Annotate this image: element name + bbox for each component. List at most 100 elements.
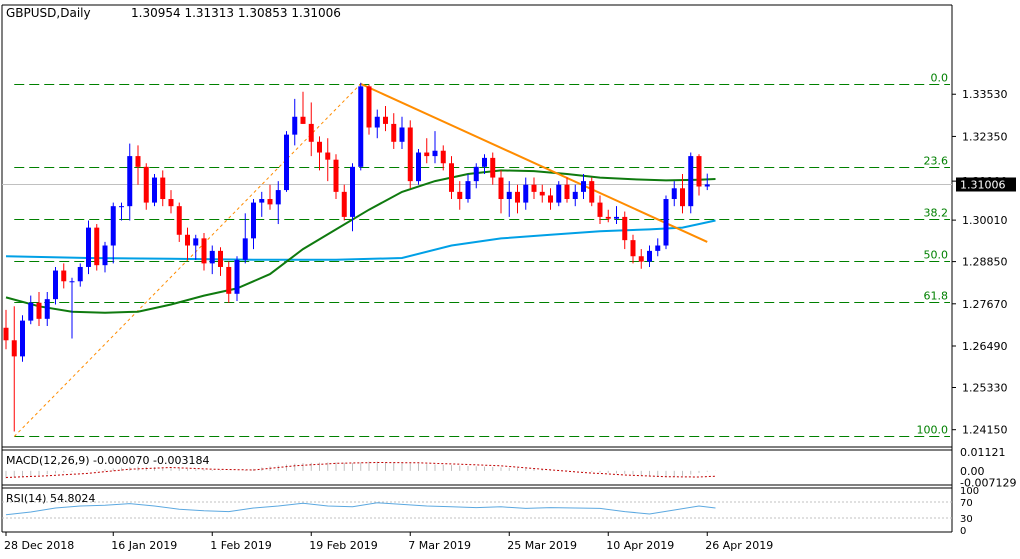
candle-body	[160, 177, 166, 200]
candle	[556, 181, 562, 207]
candle	[440, 145, 446, 171]
candle-body	[581, 181, 586, 192]
current-price-label: 1.31006	[960, 178, 1006, 191]
candle	[135, 145, 141, 185]
rsi-tick-label: 0	[960, 526, 966, 537]
candle-body	[531, 184, 537, 192]
candle-body	[69, 281, 75, 283]
candle	[498, 170, 504, 214]
candle-body	[267, 199, 273, 205]
candle	[143, 163, 149, 210]
macd-panel: 0.01121 0.00-0.007129	[5, 446, 1016, 490]
candle-body	[20, 320, 25, 357]
time-tick-label: 28 Dec 2018	[4, 539, 74, 552]
macd-tick-label: 0.01121	[960, 446, 1006, 459]
candle	[688, 152, 694, 214]
candle	[424, 138, 430, 164]
candle-body	[688, 156, 694, 207]
candle-body	[11, 340, 17, 357]
rsi-line	[5, 502, 716, 516]
candle-body	[572, 191, 578, 200]
candle-body	[506, 191, 512, 200]
candle	[152, 173, 157, 207]
ema-slow-line	[5, 219, 716, 261]
rsi-tick-label: 100	[960, 486, 979, 497]
candle	[531, 177, 537, 200]
candle	[638, 249, 644, 269]
candle-body	[259, 199, 265, 203]
candle-body	[350, 166, 355, 217]
candle-body	[622, 216, 628, 241]
candle-body	[680, 188, 685, 207]
candle	[28, 295, 34, 325]
candle-body	[300, 116, 306, 124]
candle-body	[416, 152, 421, 182]
candle-body	[325, 152, 331, 160]
candle	[209, 245, 215, 275]
candle-body	[383, 116, 388, 124]
candle	[581, 173, 586, 200]
price-tick-label: 1.32350	[962, 130, 1008, 143]
candle-body	[473, 166, 479, 182]
candle-body	[440, 150, 446, 164]
candle-body	[449, 163, 454, 192]
current-price-badge	[956, 177, 1016, 192]
candle	[176, 202, 182, 242]
candle-body	[77, 266, 83, 282]
candle	[432, 131, 438, 164]
candle	[53, 266, 58, 305]
candle	[77, 263, 83, 287]
candle	[119, 202, 124, 221]
candle	[671, 181, 677, 207]
fibo-label: 100.0	[917, 424, 949, 437]
candle	[168, 190, 174, 214]
candle	[465, 173, 471, 203]
candle	[317, 136, 322, 171]
candle	[259, 191, 265, 217]
candle-body	[193, 238, 199, 246]
candle	[292, 98, 298, 146]
candle-body	[638, 256, 644, 262]
candle-body	[317, 141, 322, 153]
candle	[449, 156, 454, 200]
candle-body	[3, 327, 9, 341]
chart-ohlc: 1.30954 1.31313 1.30853 1.31006	[131, 6, 341, 20]
candle-body	[135, 156, 141, 167]
candle	[647, 245, 652, 267]
candle-body	[53, 270, 58, 300]
candle-body	[176, 206, 182, 235]
candle	[655, 238, 661, 257]
candle	[44, 292, 50, 326]
price-tick-label: 1.30010	[962, 214, 1008, 227]
candle-body	[424, 152, 430, 157]
candle-body	[457, 191, 463, 200]
candle-body	[548, 195, 553, 203]
candle-body	[127, 156, 133, 207]
candle-body	[333, 159, 339, 192]
moving-averages	[5, 169, 716, 314]
candle-body	[218, 250, 223, 267]
fibo-label: 61.8	[924, 290, 949, 303]
fibo-label: 0.0	[931, 72, 949, 85]
candle-body	[168, 199, 174, 207]
candle	[160, 170, 166, 207]
candle-body	[556, 184, 562, 203]
candle-body	[36, 302, 42, 319]
macd-signal-line	[5, 461, 716, 478]
candle	[127, 143, 133, 221]
macd-label: MACD(12,26,9) -0.000070 -0.003184	[6, 454, 209, 467]
candle	[407, 120, 413, 189]
time-tick-label: 1 Feb 2019	[210, 539, 271, 552]
time-axis: 28 Dec 2018 16 Jan 2019 1 Feb 2019 19 Feb 2…	[4, 532, 773, 552]
candle-body	[110, 206, 116, 246]
candle	[663, 195, 669, 250]
candle	[572, 184, 578, 207]
candle	[564, 177, 570, 203]
candle	[482, 154, 487, 174]
candle-body	[465, 181, 471, 200]
candle-body	[152, 177, 157, 203]
candle	[325, 138, 331, 182]
candle-body	[94, 227, 100, 266]
candle	[515, 184, 520, 214]
candle	[20, 315, 25, 362]
